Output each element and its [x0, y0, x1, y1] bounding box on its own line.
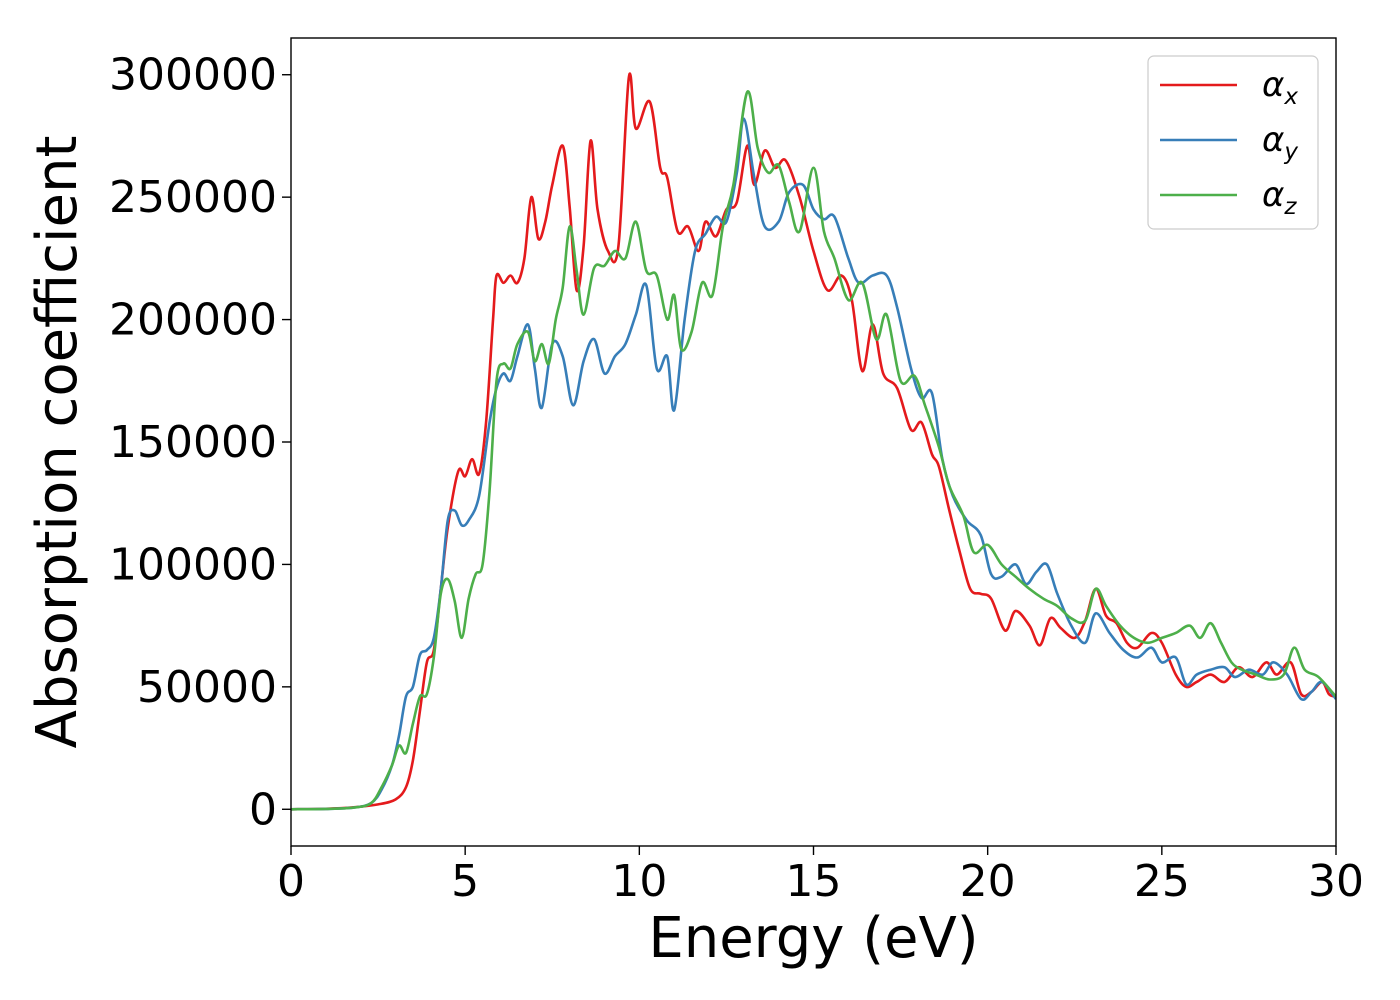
x-axis-label: Energy (eV) — [648, 906, 978, 971]
legend-label-z: αz — [1262, 175, 1297, 220]
x-tick-label: 20 — [960, 856, 1016, 907]
series-lines — [291, 72, 1336, 811]
y-tick-label: 300000 — [109, 50, 277, 101]
x-tick-label: 5 — [451, 856, 479, 907]
legend-symbol: α — [1262, 65, 1284, 105]
legend-subscript: x — [1283, 84, 1298, 110]
legend-symbol: α — [1262, 120, 1284, 160]
y-tick-label: 50000 — [137, 662, 277, 713]
series-line-z — [291, 90, 1336, 811]
legend-label-y: αy — [1262, 120, 1298, 165]
legend-box — [1147, 55, 1319, 230]
legend-subscript: y — [1283, 139, 1298, 165]
y-axis-ticks: 0 50000 100000 150000 200000 250000 300000 — [109, 50, 291, 835]
x-tick-label: 30 — [1308, 856, 1364, 907]
x-tick-label: 10 — [611, 856, 667, 907]
series-line-x — [291, 72, 1336, 811]
x-tick-label: 0 — [277, 856, 305, 907]
y-tick-label: 250000 — [109, 172, 277, 223]
y-tick-label: 0 — [249, 784, 277, 835]
y-tick-label: 100000 — [109, 539, 277, 590]
y-tick-label: 200000 — [109, 295, 277, 346]
legend-label-x: αx — [1262, 65, 1298, 110]
x-tick-label: 25 — [1134, 856, 1190, 907]
legend-subscript: z — [1283, 194, 1297, 220]
legend-symbol: α — [1262, 175, 1284, 215]
x-tick-label: 15 — [786, 856, 842, 907]
x-axis-ticks: 0 5 10 15 20 25 30 — [277, 846, 1364, 907]
y-axis-label: Absorption coefficient — [25, 136, 90, 749]
y-tick-label: 150000 — [109, 417, 277, 468]
series-line-y — [291, 117, 1336, 811]
